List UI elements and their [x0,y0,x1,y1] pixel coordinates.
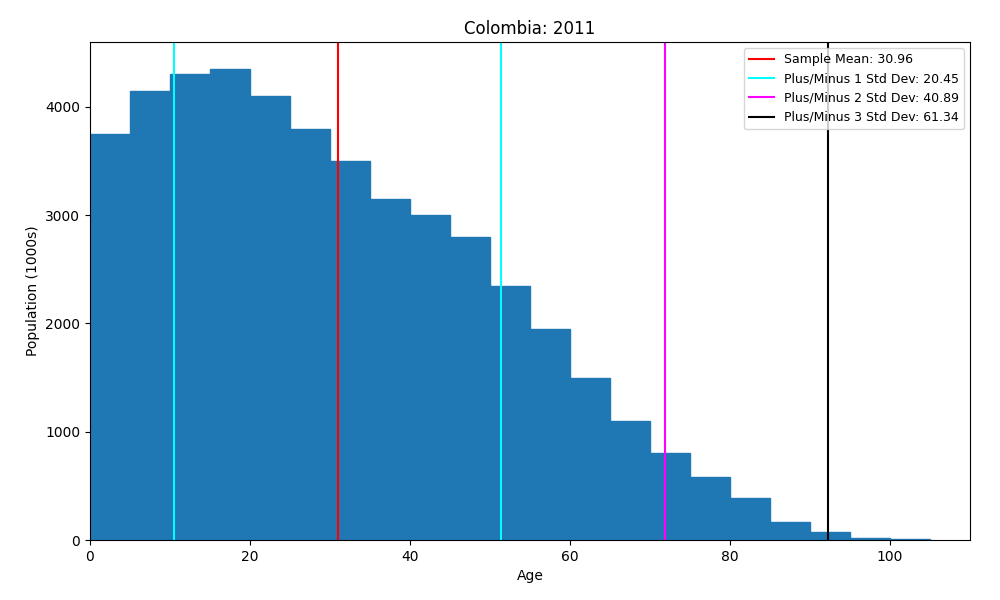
Bar [170,74,210,540]
Bar [450,237,490,540]
Title: Colombia: 2011: Colombia: 2011 [464,20,596,38]
Bar [410,215,450,540]
Bar [290,128,330,540]
Legend: Sample Mean: 30.96, Plus/Minus 1 Std Dev: 20.45, Plus/Minus 2 Std Dev: 40.89, Pl: Sample Mean: 30.96, Plus/Minus 1 Std Dev… [744,48,964,129]
Plus/Minus 1 Std Dev: 20.45: (10.5, 0): 20.45: (10.5, 0) [168,536,180,544]
Bar [330,161,370,540]
Bar [370,199,410,540]
Bar [650,454,690,540]
Plus/Minus 2 Std Dev: 40.89: (-9.94, 0): 40.89: (-9.94, 0) [4,536,16,544]
Bar [770,522,810,540]
Bar [610,421,650,540]
Bar [690,477,730,540]
Plus/Minus 1 Std Dev: 20.45: (10.5, 1): 20.45: (10.5, 1) [168,536,180,544]
Bar [570,377,610,540]
Bar [530,329,570,540]
Sample Mean: 30.96: (31, 0): 30.96: (31, 0) [332,536,344,544]
Sample Mean: 30.96: (31, 1): 30.96: (31, 1) [332,536,344,544]
Bar [130,91,170,540]
Bar [210,69,250,540]
Y-axis label: Population (1000s): Population (1000s) [26,226,40,356]
Plus/Minus 2 Std Dev: 40.89: (-9.94, 1): 40.89: (-9.94, 1) [4,536,16,544]
Bar [850,538,890,540]
Bar [730,498,770,540]
X-axis label: Age: Age [517,569,543,583]
Bar [490,286,530,540]
Bar [810,532,850,540]
Bar [250,96,290,540]
Bar [90,134,130,540]
